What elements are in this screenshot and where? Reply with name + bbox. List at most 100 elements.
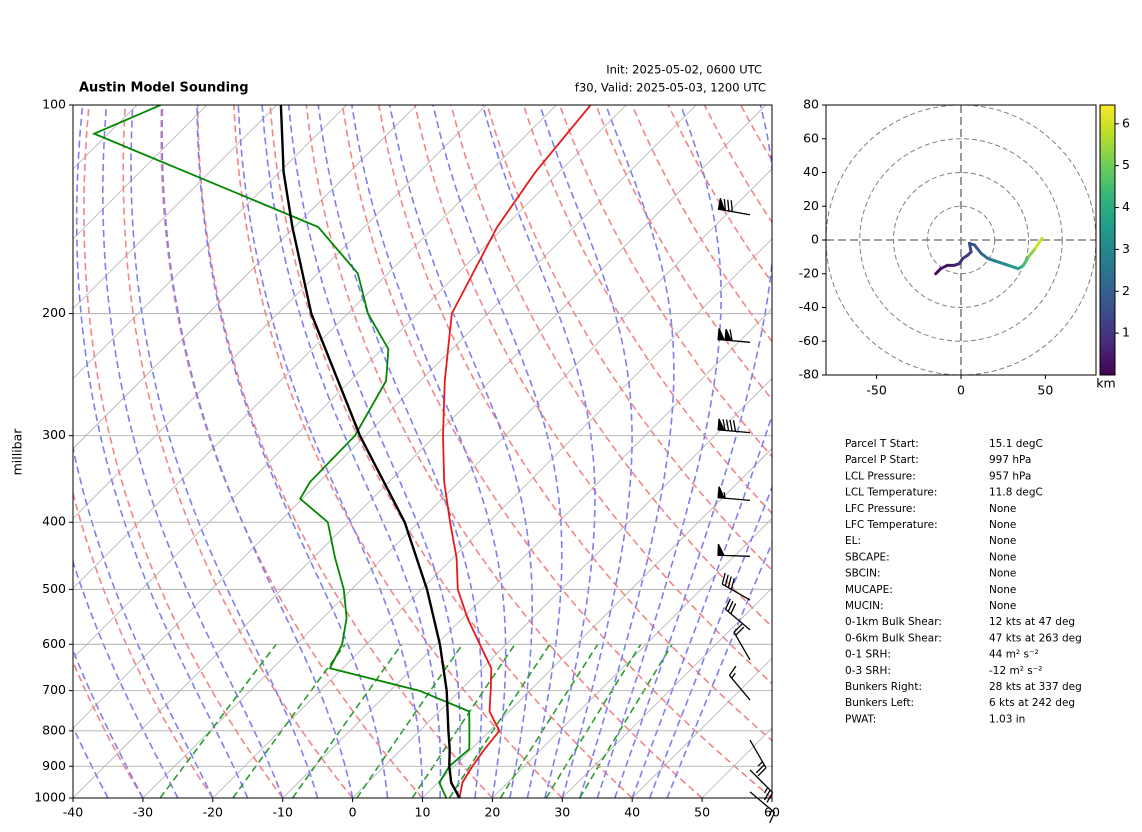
parameter-label: LFC Pressure: (845, 503, 916, 515)
parameter-value: -12 m² s⁻² (989, 665, 1042, 677)
skew-t-data (91, 105, 592, 798)
y-tick-label: 400 (42, 514, 66, 529)
y-tick-label: -60 (799, 333, 819, 348)
isotherm (73, 105, 557, 589)
x-tick-label: -40 (63, 805, 83, 820)
isotherm (631, 657, 772, 798)
dry-adiabat (414, 105, 772, 685)
y-tick-label: 200 (42, 305, 66, 320)
parameter-label: LCL Pressure: (845, 470, 916, 482)
parameter-label: Parcel T Start: (845, 438, 919, 450)
x-tick-label: 20 (484, 805, 500, 820)
moist-adiabat (73, 559, 179, 798)
parameter-value: None (989, 551, 1016, 563)
colorbar-tick-label: 1 (1122, 325, 1130, 340)
moist-adiabat (317, 105, 483, 798)
moist-adiabat (351, 105, 507, 798)
y-tick-label: 0 (811, 232, 819, 247)
hodograph-frame (825, 104, 1097, 376)
hodograph-segment (996, 260, 1010, 267)
y-tick-label: -80 (799, 367, 819, 382)
parameter-label: 0-3 SRH: (845, 665, 891, 677)
parameter-value: 15.1 degC (989, 438, 1043, 450)
parameter-value: None (989, 519, 1016, 531)
isotherm (73, 105, 277, 310)
valid-annotation: f30, Valid: 2025-05-03, 1200 UTC (575, 81, 766, 95)
chart-title: Austin Model Sounding (79, 81, 249, 96)
dry-adiabat (377, 105, 772, 742)
moist-adiabat (648, 485, 772, 798)
colorbar-tick-label: 4 (1122, 199, 1130, 214)
hodograph-segment (986, 257, 1000, 264)
isotherm (352, 378, 772, 798)
dry-adiabat (83, 105, 284, 798)
colorbar-tick-label: 3 (1122, 241, 1130, 256)
y-tick-label: 300 (42, 427, 66, 442)
isotherm (562, 587, 772, 798)
dry-adiabat (486, 105, 772, 572)
parameter-label: 0-1km Bulk Shear: (845, 616, 942, 628)
parameter-value: None (989, 535, 1016, 547)
y-axis-label: millibar (10, 428, 25, 476)
moist-adiabat (73, 444, 214, 798)
parameter-label: PWAT: (845, 713, 876, 725)
dry-adiabat (667, 105, 772, 284)
range-ring (859, 138, 1063, 342)
hodograph-segment (1033, 236, 1044, 250)
dry-adiabat (595, 105, 772, 401)
moist-adiabat (388, 105, 533, 798)
moist-adiabat (101, 105, 284, 798)
x-tick-label: -10 (272, 805, 292, 820)
parameter-label: Parcel P Start: (845, 454, 919, 466)
plot-frame (72, 104, 773, 799)
x-tick-label: 50 (1037, 383, 1053, 398)
parameter-value: 11.8 degC (989, 487, 1043, 499)
x-tick-label: 10 (415, 805, 431, 820)
colorbar-label: km (1096, 376, 1115, 391)
wind-barb (724, 598, 751, 631)
isotherm (73, 105, 627, 659)
dry-adiabat (269, 105, 633, 798)
moist-adiabat (196, 105, 389, 798)
x-tick-label: 50 (694, 805, 710, 820)
hodograph-segment (1021, 255, 1030, 267)
y-tick-label: -40 (799, 299, 819, 314)
y-tick-label: 20 (803, 198, 819, 213)
moist-adiabat (596, 105, 722, 798)
moist-adiabat (481, 105, 596, 798)
parameter-label: LCL Temperature: (845, 487, 937, 499)
parameter-value: 47 kts at 263 deg (989, 632, 1082, 644)
isotherm (73, 105, 697, 729)
wind-barb (721, 572, 751, 601)
isotherm (73, 105, 347, 380)
y-tick-label: 60 (803, 130, 819, 145)
moist-adiabat (287, 105, 461, 798)
hodograph-segment (973, 243, 983, 255)
y-tick-label: 900 (42, 758, 66, 773)
y-tick-label: 500 (42, 581, 66, 596)
parameter-label: 0-1 SRH: (845, 649, 891, 661)
isotherm (73, 105, 767, 798)
wind-barb (717, 543, 751, 557)
dry-adiabat (341, 105, 772, 798)
parameter-value: None (989, 584, 1016, 596)
x-tick-label: -20 (203, 805, 223, 820)
parameter-value: None (989, 568, 1016, 580)
y-tick-label: 40 (803, 164, 819, 179)
x-tick-label: 40 (624, 805, 640, 820)
wind-barb (717, 486, 751, 502)
isotherm (422, 447, 772, 798)
moist-adiabat (539, 105, 633, 798)
colorbar (1099, 104, 1116, 376)
dry-adiabat (122, 105, 354, 798)
parameter-value: 12 kts at 47 deg (989, 616, 1075, 628)
dry-adiabat (777, 105, 1142, 798)
dry-adiabat (522, 105, 772, 515)
parameter-label: MUCAPE: (845, 584, 893, 596)
moist-adiabat (261, 105, 442, 798)
wind-barb (717, 328, 751, 343)
y-tick-label: 1000 (34, 790, 66, 805)
moist-adiabat (579, 105, 675, 798)
